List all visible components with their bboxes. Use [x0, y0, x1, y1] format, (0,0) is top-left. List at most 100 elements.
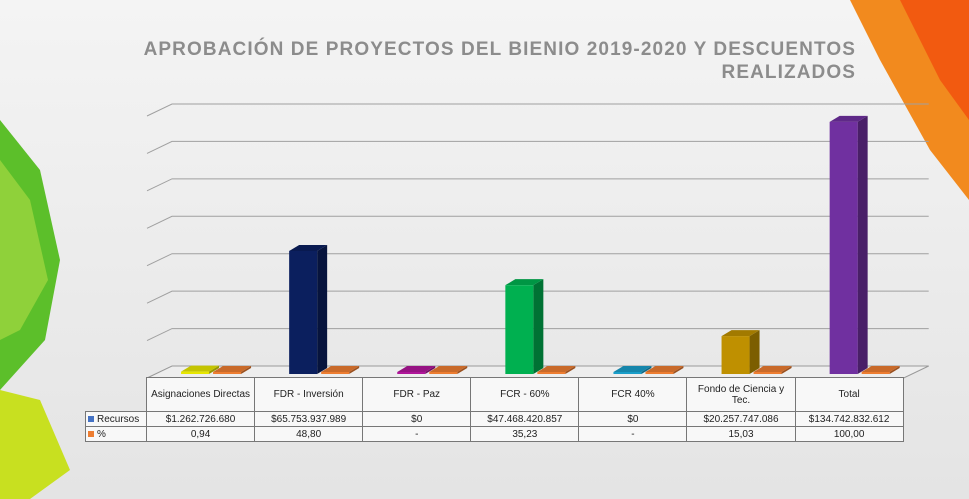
- value-label: -: [362, 426, 472, 442]
- bar: [753, 366, 792, 374]
- category-label: Total: [794, 377, 904, 412]
- bar-top: [753, 366, 792, 372]
- bar-front: [181, 371, 210, 374]
- bar-front: [321, 372, 350, 374]
- bar-front: [397, 372, 426, 374]
- bar-side: [425, 366, 436, 374]
- value-label: 0,94: [145, 426, 256, 442]
- grid-line: [146, 103, 929, 117]
- bar-top: [505, 279, 544, 286]
- legend-swatch: [88, 430, 94, 437]
- value-label: 35,23: [470, 426, 580, 442]
- legend-cell: %: [85, 426, 147, 442]
- grid-line: [146, 328, 929, 342]
- grid-line: [146, 215, 929, 229]
- bar-top: [721, 330, 760, 337]
- bar-side: [317, 244, 328, 374]
- table-row: % 0,94 48,80-35,23-15,03 100,00: [85, 426, 904, 442]
- bar-side: [889, 366, 900, 374]
- value-label: 100,00: [794, 426, 904, 442]
- category-label: Asignaciones Directas: [145, 377, 256, 412]
- bar-side: [857, 115, 868, 375]
- category-label: FDR - Paz: [362, 377, 472, 412]
- bar-side: [565, 366, 576, 374]
- category-label: FDR - Inversión: [254, 377, 364, 412]
- bar-top: [613, 366, 652, 372]
- value-label: $0: [578, 411, 688, 427]
- bar: [505, 279, 544, 374]
- bar-front: [645, 372, 674, 374]
- decor-orange-dark: [900, 0, 969, 120]
- bar-side: [641, 366, 652, 374]
- bar-front: [829, 121, 858, 374]
- bar-top: [289, 244, 328, 251]
- bar: [645, 366, 684, 374]
- legend-label: Recursos: [97, 413, 140, 425]
- bar-top: [397, 366, 436, 372]
- value-label: $47.468.420.857: [470, 411, 580, 427]
- value-label: $65.753.937.989: [254, 411, 364, 427]
- bar: [181, 365, 220, 374]
- decor-yellow: [0, 390, 70, 499]
- bar-side: [457, 366, 468, 374]
- bar-side: [673, 366, 684, 374]
- bar-top: [181, 365, 220, 372]
- value-label: 48,80: [254, 426, 364, 442]
- value-label: $20.257.747.086: [686, 411, 796, 427]
- value-label: $1.262.726.680: [145, 411, 256, 427]
- table-row: Recursos $1.262.726.680 $65.753.937.989 $0 $…: [85, 411, 904, 427]
- bar-front: [213, 372, 242, 374]
- bar-side: [209, 365, 220, 374]
- table-header: Asignaciones Directas FDR - Inversión FDR …: [86, 377, 904, 412]
- bar-top: [645, 366, 684, 372]
- bar-side: [241, 366, 252, 374]
- bar-top: [829, 115, 868, 122]
- bar-front: [753, 372, 782, 374]
- grid-line: [146, 290, 929, 304]
- bar: [429, 366, 468, 374]
- legend-cell: Recursos: [85, 411, 147, 427]
- category-label: Fondo de Ciencia y Tec.: [686, 377, 796, 412]
- bar-top: [429, 366, 468, 372]
- bar-front: [861, 372, 890, 374]
- bar: [213, 366, 252, 374]
- bar: [289, 244, 328, 374]
- bar: [537, 366, 576, 374]
- bar-front: [537, 372, 566, 374]
- grid-line: [146, 178, 929, 192]
- bar-front: [289, 250, 318, 374]
- value-label: $0: [362, 411, 472, 427]
- value-label: 15,03: [686, 426, 796, 442]
- bar: [861, 366, 900, 374]
- blank-cell: [86, 378, 147, 412]
- bar-side: [349, 366, 360, 374]
- bar-top: [213, 366, 252, 372]
- bar: [721, 330, 760, 374]
- value-label: $134.742.832.612: [794, 411, 904, 427]
- plot-area: [146, 103, 929, 379]
- bar-front: [721, 336, 750, 374]
- data-table: Asignaciones Directas FDR - Inversión FDR …: [85, 377, 904, 442]
- bar-top: [861, 366, 900, 372]
- bar-side: [781, 366, 792, 374]
- value-label: -: [578, 426, 688, 442]
- chart-title: APROBACIÓN DE PROYECTOS DEL BIENIO 2019-…: [143, 39, 856, 83]
- category-label: FCR - 60%: [470, 377, 580, 412]
- legend-label: %: [97, 428, 106, 440]
- grid-line: [146, 253, 929, 267]
- decor-green-light: [0, 160, 48, 340]
- bar-top: [537, 366, 576, 372]
- legend-swatch: [88, 415, 94, 422]
- bar-front: [429, 372, 458, 374]
- grid-line: [146, 140, 929, 154]
- bar: [397, 366, 436, 374]
- bar-side: [749, 330, 760, 374]
- bar-front: [505, 285, 534, 374]
- bar-top: [321, 366, 360, 372]
- bar-front: [613, 372, 642, 374]
- bar: [613, 366, 652, 374]
- bar: [829, 115, 868, 375]
- bar: [321, 366, 360, 374]
